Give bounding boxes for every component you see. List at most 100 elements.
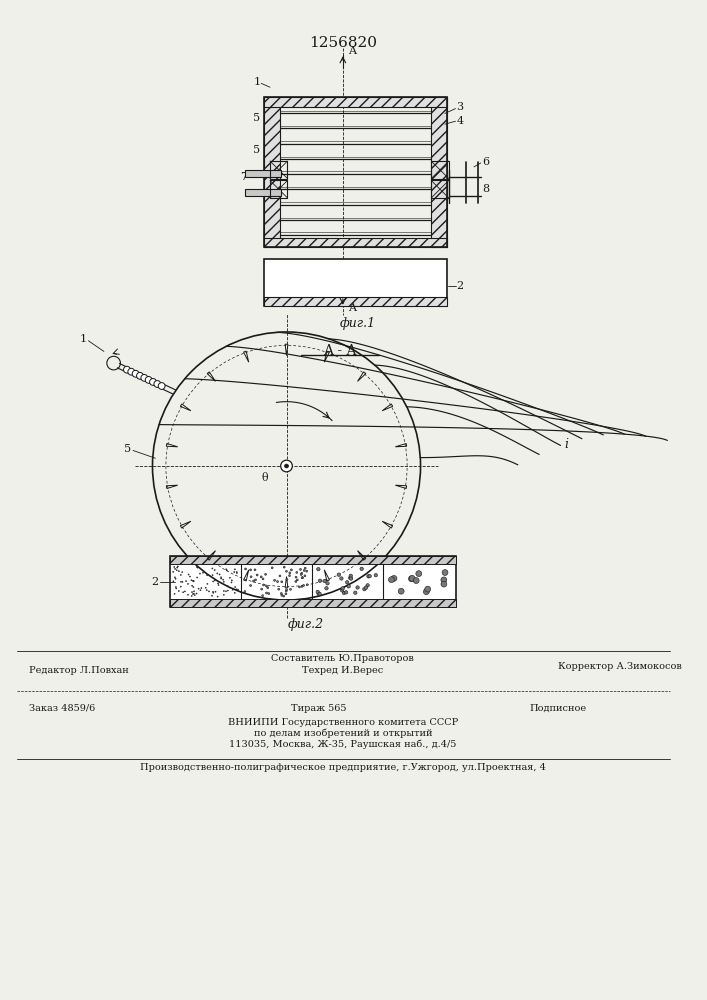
Circle shape bbox=[368, 574, 371, 578]
Circle shape bbox=[341, 587, 344, 590]
Bar bbox=[264, 259, 447, 306]
Text: i: i bbox=[564, 438, 568, 451]
Text: Заказ 4859/6: Заказ 4859/6 bbox=[29, 704, 95, 713]
Circle shape bbox=[196, 593, 197, 594]
Circle shape bbox=[213, 592, 214, 593]
Circle shape bbox=[226, 569, 227, 570]
Text: 6: 6 bbox=[483, 157, 490, 167]
Circle shape bbox=[231, 582, 232, 583]
Circle shape bbox=[281, 594, 283, 596]
Circle shape bbox=[302, 577, 303, 579]
Circle shape bbox=[278, 588, 280, 590]
Circle shape bbox=[221, 578, 222, 579]
Circle shape bbox=[234, 592, 235, 593]
Circle shape bbox=[223, 590, 224, 591]
Circle shape bbox=[266, 592, 267, 594]
Circle shape bbox=[193, 586, 194, 588]
Circle shape bbox=[304, 575, 306, 577]
Circle shape bbox=[268, 593, 270, 595]
Circle shape bbox=[234, 571, 235, 573]
Circle shape bbox=[193, 593, 194, 594]
Circle shape bbox=[289, 572, 291, 574]
Circle shape bbox=[300, 568, 301, 570]
Circle shape bbox=[279, 575, 281, 577]
Circle shape bbox=[298, 586, 300, 588]
Circle shape bbox=[229, 577, 230, 578]
Text: 4: 4 bbox=[457, 116, 464, 126]
Circle shape bbox=[250, 569, 252, 571]
Circle shape bbox=[199, 573, 201, 574]
Circle shape bbox=[300, 574, 302, 575]
Circle shape bbox=[182, 592, 184, 593]
Circle shape bbox=[231, 580, 233, 581]
Circle shape bbox=[286, 579, 288, 581]
Bar bbox=[170, 599, 457, 607]
Text: фиг.2: фиг.2 bbox=[288, 618, 324, 631]
Circle shape bbox=[188, 574, 189, 575]
Circle shape bbox=[349, 574, 353, 578]
Circle shape bbox=[193, 580, 194, 581]
Circle shape bbox=[180, 574, 181, 575]
Circle shape bbox=[211, 595, 213, 596]
Text: фиг.1: фиг.1 bbox=[339, 317, 375, 330]
Bar bbox=[170, 556, 457, 607]
Circle shape bbox=[260, 576, 262, 578]
Circle shape bbox=[318, 592, 322, 596]
Circle shape bbox=[305, 570, 308, 572]
Text: 7: 7 bbox=[240, 172, 247, 182]
Circle shape bbox=[244, 591, 246, 593]
Circle shape bbox=[254, 569, 256, 571]
Circle shape bbox=[262, 595, 264, 597]
Circle shape bbox=[214, 570, 215, 571]
Circle shape bbox=[250, 576, 252, 578]
Circle shape bbox=[187, 594, 189, 595]
Circle shape bbox=[262, 584, 264, 586]
Circle shape bbox=[182, 581, 183, 582]
Circle shape bbox=[290, 588, 291, 590]
Circle shape bbox=[281, 581, 283, 583]
Bar bbox=[264, 97, 280, 247]
Circle shape bbox=[264, 573, 267, 575]
Circle shape bbox=[416, 571, 421, 577]
Bar bbox=[170, 556, 457, 564]
Text: 5: 5 bbox=[253, 113, 260, 123]
Circle shape bbox=[389, 577, 395, 583]
Circle shape bbox=[191, 580, 192, 581]
Circle shape bbox=[296, 571, 298, 573]
Circle shape bbox=[176, 588, 177, 589]
Circle shape bbox=[284, 566, 285, 568]
Circle shape bbox=[174, 593, 175, 594]
Circle shape bbox=[317, 567, 320, 571]
Text: 2: 2 bbox=[457, 281, 464, 291]
Circle shape bbox=[158, 383, 165, 389]
Circle shape bbox=[326, 582, 329, 585]
Bar bbox=[270, 161, 288, 179]
Circle shape bbox=[442, 570, 448, 575]
Circle shape bbox=[173, 571, 174, 572]
Circle shape bbox=[128, 368, 134, 375]
Circle shape bbox=[197, 577, 198, 578]
Bar bbox=[270, 180, 288, 198]
Circle shape bbox=[178, 590, 180, 592]
Circle shape bbox=[318, 579, 322, 582]
Circle shape bbox=[363, 587, 366, 591]
Circle shape bbox=[226, 570, 228, 571]
Text: θ: θ bbox=[262, 473, 269, 483]
Circle shape bbox=[180, 581, 182, 582]
Text: Подписное: Подписное bbox=[530, 704, 586, 713]
Circle shape bbox=[301, 577, 303, 579]
Text: 1256820: 1256820 bbox=[309, 36, 377, 50]
Circle shape bbox=[206, 590, 207, 591]
Circle shape bbox=[340, 577, 343, 580]
Circle shape bbox=[286, 589, 288, 591]
Circle shape bbox=[283, 595, 285, 597]
Circle shape bbox=[252, 580, 255, 582]
Circle shape bbox=[176, 570, 177, 571]
Text: 2: 2 bbox=[151, 577, 158, 587]
Circle shape bbox=[271, 567, 273, 569]
Circle shape bbox=[295, 581, 297, 582]
Circle shape bbox=[274, 579, 276, 581]
Circle shape bbox=[200, 590, 201, 591]
Circle shape bbox=[191, 595, 192, 597]
Bar bbox=[245, 170, 281, 177]
